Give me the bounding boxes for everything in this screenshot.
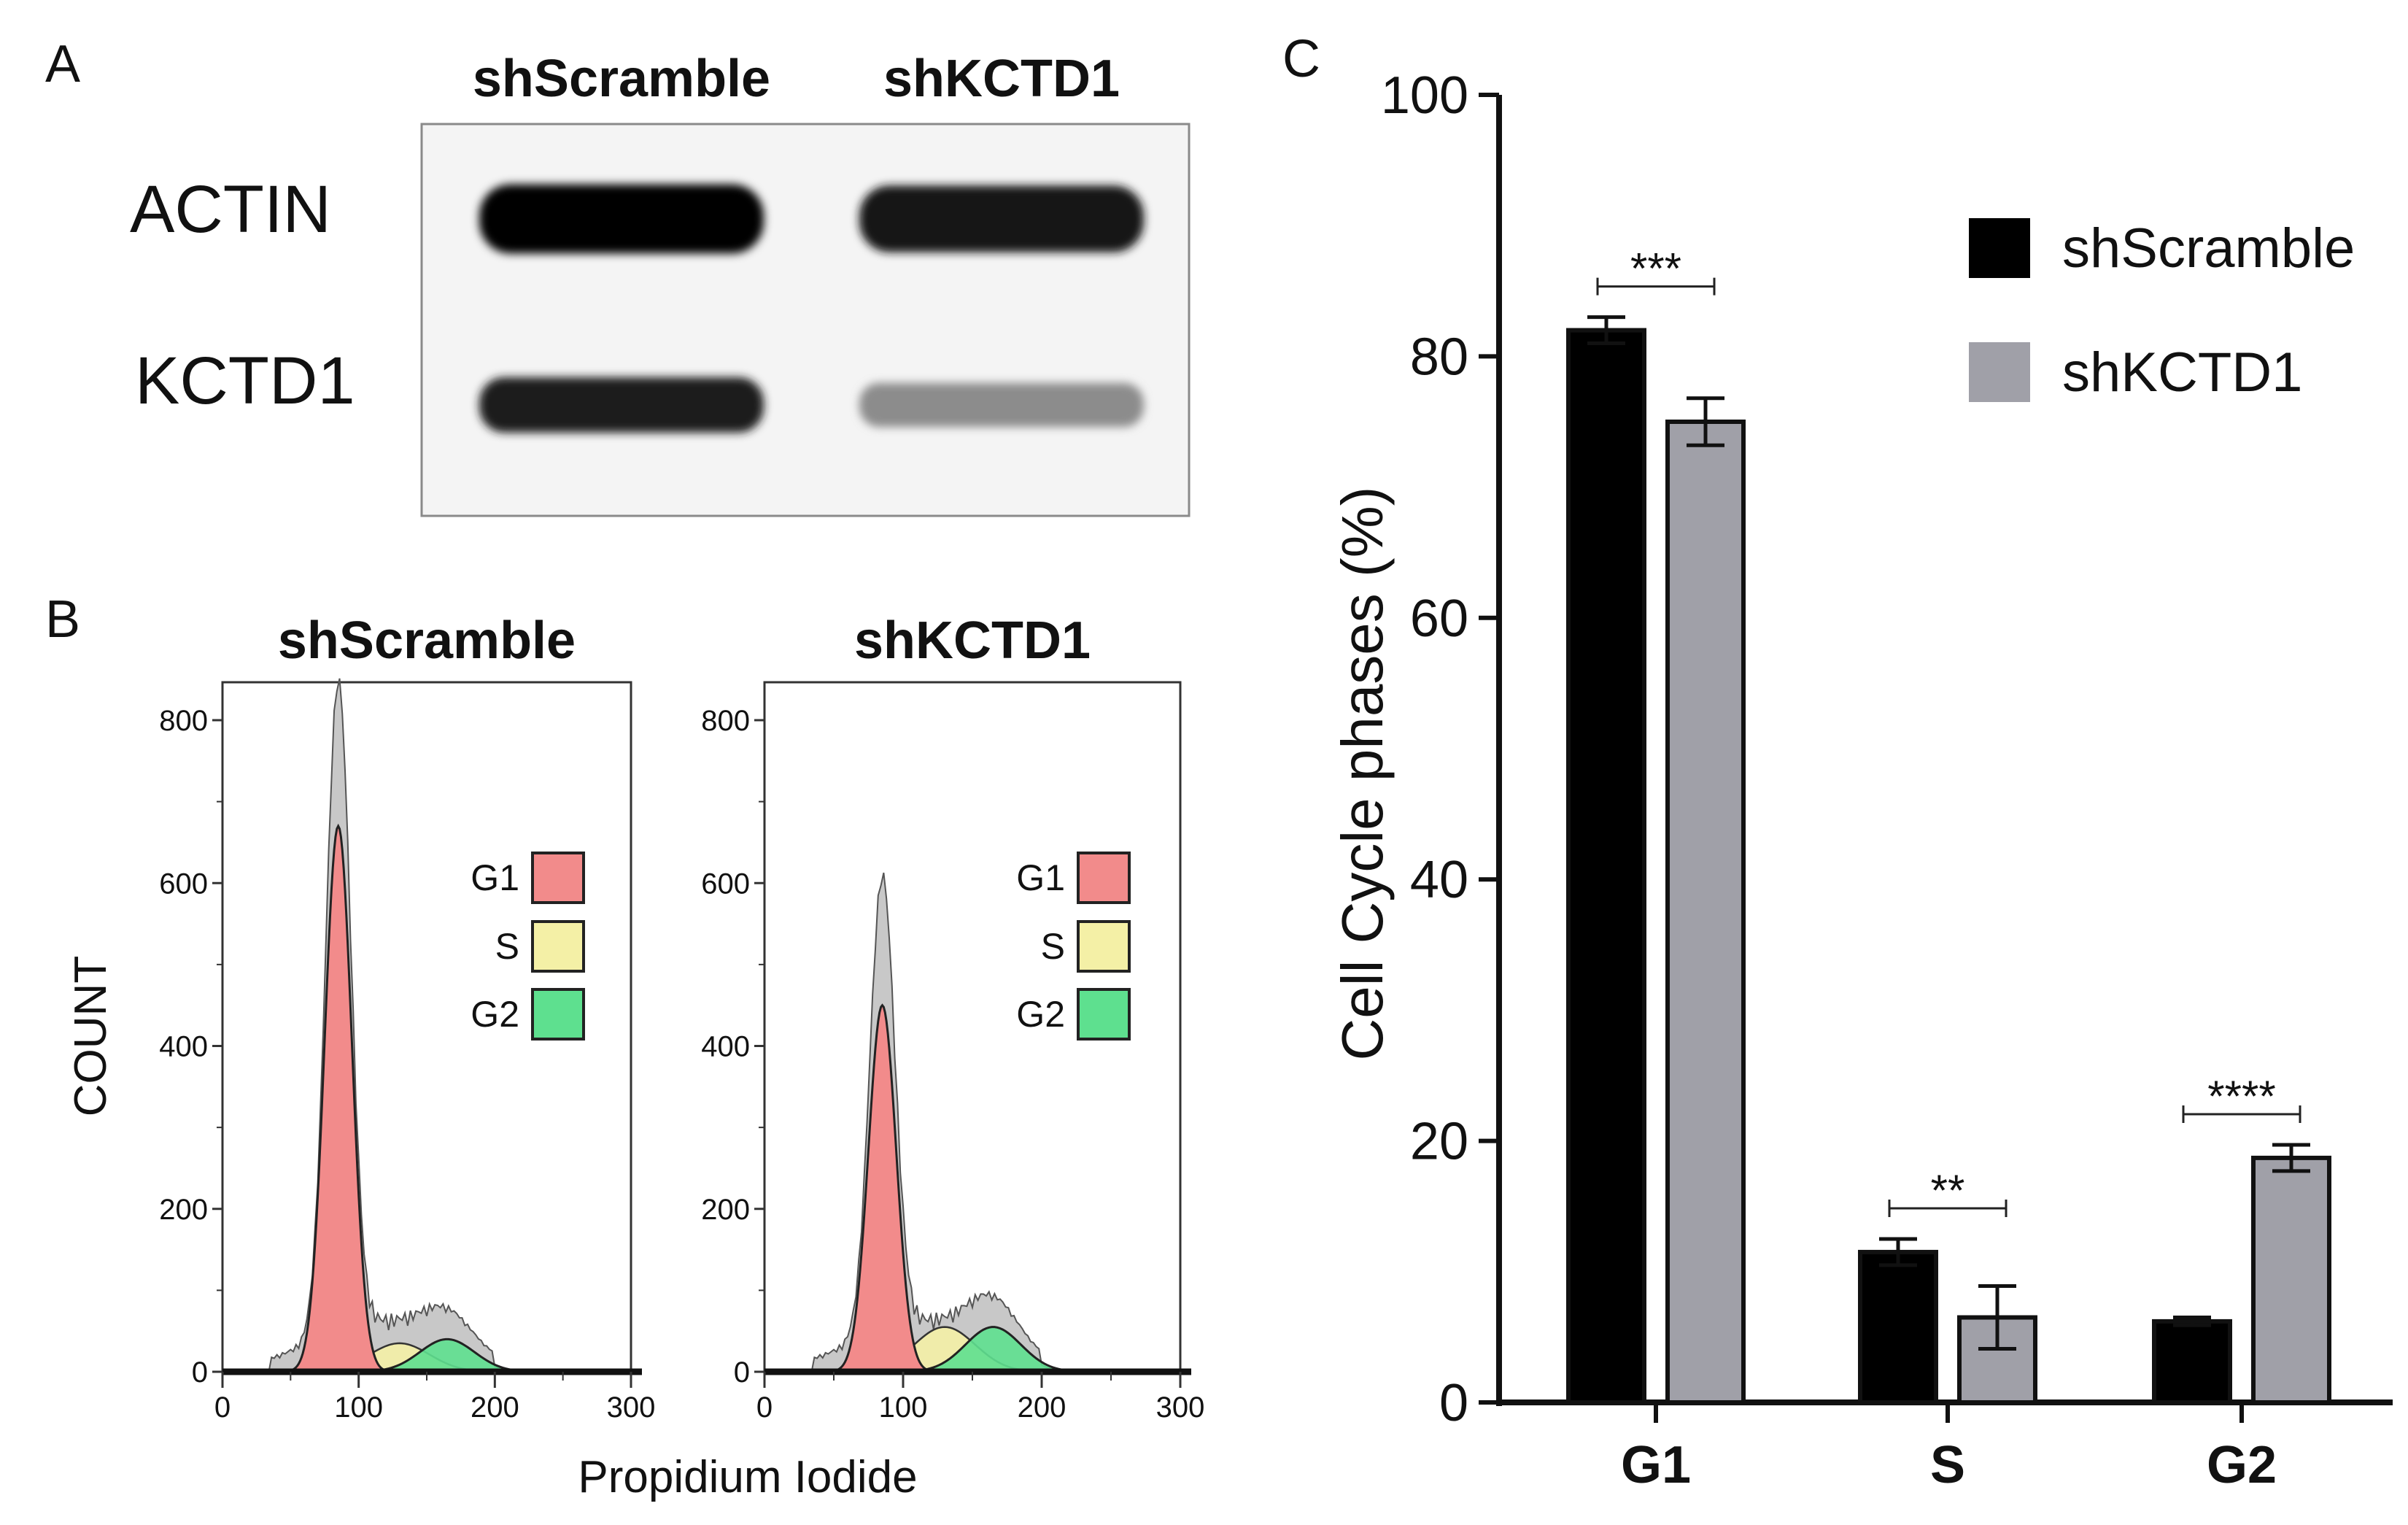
histogram-y-tick-label: 400 — [701, 1031, 750, 1063]
blot-band-kctd1-shscramble — [479, 377, 764, 433]
bar-chart-y-tick-label: 20 — [1410, 1113, 1468, 1171]
blot-column-label-shkctd1: shKCTD1 — [883, 50, 1120, 108]
bar-chart-category-label: G1 — [1621, 1436, 1691, 1494]
histogram-legend-label-s: S — [495, 926, 519, 967]
histogram-x-tick-label: 200 — [471, 1391, 519, 1424]
histogram-y-tick-label: 600 — [159, 868, 208, 900]
error-bar-shkctd1-g2 — [2272, 1143, 2310, 1173]
panel-b: B COUNT Propidium Iodide shScramble 0 200 4… — [45, 590, 1204, 1502]
significance-marker-g2: **** — [2207, 1072, 2275, 1121]
histogram-x-tick-label: 200 — [1018, 1391, 1066, 1424]
histogram-x-tick-label: 100 — [334, 1391, 383, 1424]
panel-c-letter: C — [1282, 30, 1320, 88]
bar-legend-label-shscramble: shScramble — [2062, 217, 2355, 279]
significance-marker-g1: *** — [1630, 244, 1681, 293]
bar-shscramble-g1 — [1566, 328, 1646, 1405]
error-bar-shkctd1-s — [1978, 1284, 2016, 1351]
bar-chart-y-tick-label: 80 — [1410, 328, 1468, 386]
histogram-x-tick-label: 0 — [214, 1391, 231, 1424]
error-bar-shscramble-g2 — [2173, 1316, 2211, 1327]
histogram-title: shScramble — [278, 611, 576, 670]
histogram-legend-swatch-g1 — [1077, 852, 1131, 904]
histogram-g1-phase — [282, 823, 401, 1373]
significance-bracket-g1 — [1596, 277, 1716, 296]
panel-a-letter: A — [45, 35, 80, 93]
panel-a: A shScramble shKCTD1 ACTIN KCTD1 — [45, 35, 1191, 517]
panel-b-letter: B — [45, 590, 80, 649]
bar-legend-label-shkctd1: shKCTD1 — [2062, 341, 2302, 404]
histogram-title: shKCTD1 — [854, 611, 1091, 670]
histogram-legend-label-g2: G2 — [1016, 994, 1065, 1035]
histogram-legend-swatch-s — [1077, 920, 1131, 973]
bar-chart-y-tick-label: 40 — [1410, 851, 1468, 909]
bar-shkctd1-g2 — [2251, 1155, 2331, 1405]
blot-band-kctd1-shkctd1 — [859, 382, 1144, 428]
histogram-y-tick-label: 800 — [701, 705, 750, 737]
significance-bracket-s — [1888, 1200, 2008, 1217]
histogram-y-tick-label: 0 — [734, 1356, 750, 1389]
blot-band-actin-shkctd1 — [859, 185, 1144, 252]
error-bar-shscramble-s — [1879, 1237, 1917, 1267]
bar-legend-swatch-shkctd1 — [1969, 342, 2030, 402]
histogram-legend-swatch-g2 — [531, 988, 585, 1041]
histogram-y-tick-label: 200 — [701, 1194, 750, 1226]
error-bar-shscramble-g1 — [1587, 315, 1625, 345]
histogram-g1-phase — [826, 1003, 946, 1373]
bar-shkctd1-g1 — [1665, 420, 1746, 1405]
bar-chart-y-tick-label: 60 — [1410, 590, 1468, 648]
histogram-frame — [763, 681, 1182, 1372]
bar-chart-category-label: G2 — [2207, 1436, 2277, 1494]
significance-marker-s: ** — [1931, 1166, 1965, 1215]
panel-c: C Cell Cycle phases (%) 0 20 40 60 80 100 G1 **… — [1282, 30, 2393, 1494]
significance-bracket-g2 — [2182, 1105, 2301, 1123]
histogram-legend-label-g1: G1 — [1016, 857, 1065, 898]
histogram-x-tick-label: 300 — [1156, 1391, 1205, 1424]
western-blot-bands — [479, 184, 1144, 433]
histogram-legend-label-g1: G1 — [471, 857, 519, 898]
histogram-y-tick-label: 800 — [159, 705, 208, 737]
bar-legend-swatch-shscramble — [1969, 218, 2030, 278]
histogram-frame — [221, 681, 632, 1372]
histogram-x-axis-label: Propidium Iodide — [578, 1452, 917, 1502]
histogram-legend-swatch-g2 — [1077, 988, 1131, 1041]
western-blot-frame — [420, 123, 1191, 517]
histogram-legend-label-s: S — [1041, 926, 1065, 967]
blot-row-label-actin: ACTIN — [130, 172, 331, 247]
blot-row-label-kctd1: KCTD1 — [135, 344, 355, 418]
bar-chart-y-tick-label: 0 — [1439, 1374, 1468, 1432]
bar-chart-category-label: S — [1930, 1436, 1965, 1494]
bar-shscramble-s — [1858, 1249, 1938, 1405]
histogram-legend-swatch-g1 — [531, 852, 585, 904]
bar-chart-y-tick-label: 100 — [1381, 66, 1468, 125]
histogram-legend-swatch-s — [531, 920, 585, 973]
histogram-1: shKCTD1 0 200 400 600 800 0 100 200 300 G1 S G2 — [701, 611, 1204, 1424]
histogram-x-tick-label: 100 — [879, 1391, 928, 1424]
bar-chart-y-axis-label: Cell Cycle phases (%) — [1330, 487, 1395, 1061]
histogram-y-tick-label: 400 — [159, 1031, 208, 1063]
histogram-y-tick-label: 200 — [159, 1194, 208, 1226]
histogram-y-tick-label: 0 — [192, 1356, 208, 1389]
histogram-0: shScramble 0 200 400 600 800 0 100 200 300 G1 S G2 — [159, 611, 655, 1424]
histogram-x-tick-label: 300 — [607, 1391, 656, 1424]
bar-chart: 0 20 40 60 80 100 G1 *** S ** G2 **** shScramble shKC… — [1381, 66, 2393, 1494]
error-bar-shkctd1-g1 — [1687, 396, 1724, 447]
histogram-y-axis-label: COUNT — [66, 956, 116, 1116]
histogram-x-tick-label: 0 — [756, 1391, 773, 1424]
blot-band-actin-shscramble — [479, 184, 764, 254]
histogram-y-tick-label: 600 — [701, 868, 750, 900]
blot-column-label-shscramble: shScramble — [473, 50, 770, 108]
histogram-legend-label-g2: G2 — [471, 994, 519, 1035]
bar-shscramble-g2 — [2152, 1319, 2232, 1405]
